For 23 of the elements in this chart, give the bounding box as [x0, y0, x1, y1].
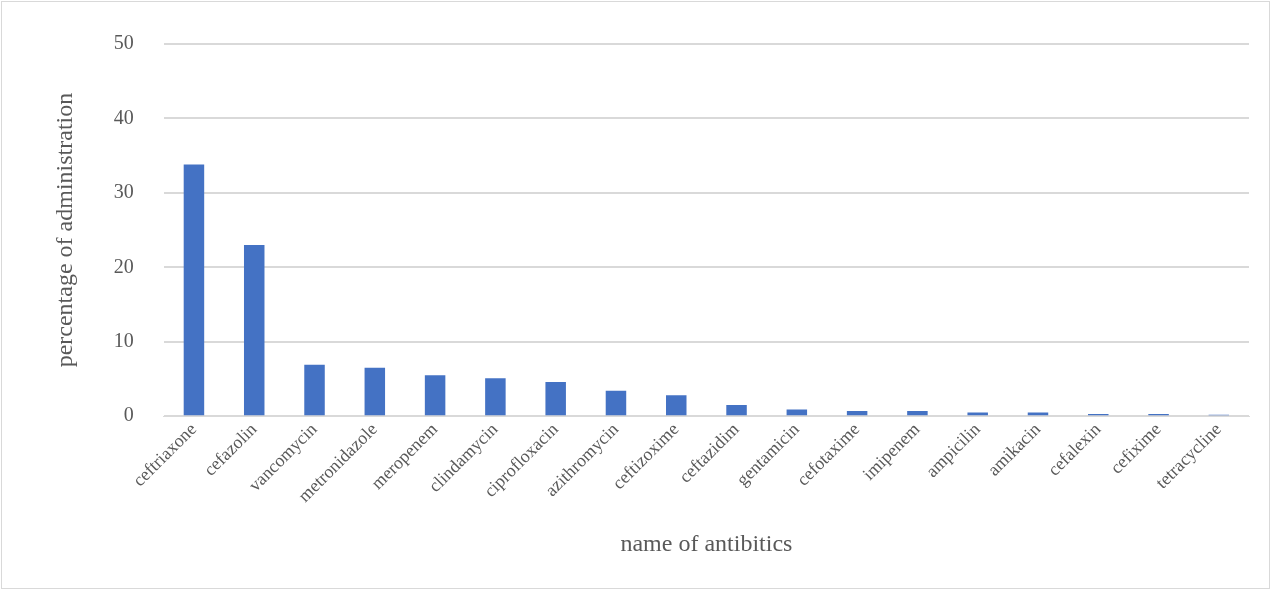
bar — [485, 378, 506, 416]
bar — [605, 390, 627, 416]
y-tick-label: 10 — [113, 328, 134, 351]
y-axis-title: percentage of administration — [50, 92, 77, 368]
bar — [726, 404, 747, 416]
bar — [545, 381, 566, 416]
bar — [786, 409, 808, 416]
bar — [364, 367, 386, 416]
y-tick-label: 30 — [113, 180, 134, 203]
bar — [967, 412, 988, 416]
bar — [666, 395, 687, 416]
bar — [183, 164, 205, 416]
x-axis-title: name of antibitics — [620, 529, 793, 556]
bar — [424, 375, 446, 416]
bar — [304, 364, 325, 416]
y-tick-label: 0 — [123, 403, 134, 426]
y-tick-label: 20 — [113, 254, 134, 277]
y-tick-label: 50 — [113, 31, 134, 54]
bar — [846, 410, 868, 416]
bar — [243, 244, 265, 416]
y-tick-label: 40 — [113, 105, 134, 128]
bar — [1027, 412, 1049, 416]
bar — [907, 410, 928, 416]
